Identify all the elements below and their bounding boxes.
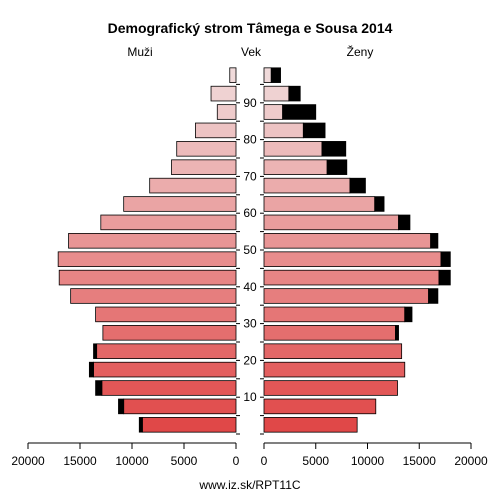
bar-male-40-44 [58,269,237,286]
bar-male-95+ [229,67,237,83]
bar-female-65-69 [263,177,351,194]
bar-male-55-59 [100,214,237,231]
x-tick-label-right: 5000 [302,454,329,468]
bar-female-excess-65-69 [349,177,366,194]
bar-male-85-89 [216,104,237,120]
bar-female-20-24 [263,343,403,359]
x-tick-label-right: 10000 [351,454,385,468]
bar-female-50-54 [263,233,432,249]
x-tick-label-left: 0 [233,454,240,468]
age-tick-label: 30 [243,317,257,331]
bar-female-35-39 [263,288,429,304]
x-tick-label-right: 0 [261,454,268,468]
chart-title: Demografický strom Tâmega e Sousa 2014 [108,20,393,36]
bar-female-excess-80-84 [302,122,326,139]
bar-male-35-39 [70,288,237,304]
bar-male-60-64 [123,196,237,212]
bar-male-75-79 [176,141,237,157]
bar-male-excess-15-19 [88,361,94,378]
bar-female-25-29 [263,325,396,341]
bar-female-70-74 [263,159,328,175]
bar-male-90-94 [210,85,237,102]
bar-female-75-79 [263,141,323,157]
bar-male-0-4 [141,417,237,433]
age-tick-label: 40 [243,280,257,294]
bar-male-65-69 [149,177,237,194]
bar-female-excess-50-54 [430,233,439,249]
x-tick-label-left: 15000 [63,454,97,468]
bar-female-95+ [263,67,272,83]
left-label: Muži [127,45,152,59]
age-tick-label: 60 [243,206,257,220]
plot-area: 10 20 30 40 50 60 70 80 90 0 0 5000 5000 10000 10000 15… [11,67,488,468]
bar-male-50-54 [68,233,237,249]
bar-female-45-49 [263,251,442,267]
bar-female-55-59 [263,214,399,231]
bar-female-excess-55-59 [398,214,411,231]
bar-male-45-49 [57,251,237,267]
bar-male-20-24 [96,343,237,359]
x-tick-label-right: 15000 [403,454,437,468]
age-tick-label: 20 [243,353,257,367]
bar-female-10-14 [263,380,398,396]
bar-female-excess-25-29 [395,325,399,341]
right-label: Ženy [347,44,374,59]
bar-female-40-44 [263,269,440,286]
bar-male-excess-5-9 [118,398,125,415]
bar-male-80-84 [195,122,237,139]
bar-female-excess-35-39 [428,288,439,304]
age-tick-label: 80 [243,133,257,147]
bar-female-excess-85-89 [282,104,317,120]
bar-female-excess-70-74 [326,159,348,175]
bar-female-15-19 [263,361,406,378]
bar-male-25-29 [102,325,237,341]
x-tick-label-right: 20000 [454,454,488,468]
age-tick-label: 90 [243,96,257,110]
bar-female-80-84 [263,122,304,139]
bar-female-excess-75-79 [321,141,347,157]
bar-female-5-9 [263,398,377,415]
bar-female-excess-95+ [270,67,281,83]
bar-female-excess-60-64 [374,196,385,212]
bar-male-excess-0-4 [138,417,143,433]
x-tick-label-left: 5000 [171,454,198,468]
bar-male-30-34 [95,306,237,323]
bar-female-excess-30-34 [404,306,413,323]
age-tick-label: 10 [243,390,257,404]
bar-male-10-14 [101,380,237,396]
bar-male-excess-10-14 [95,380,103,396]
bar-male-excess-20-24 [93,343,98,359]
age-tick-label: 70 [243,169,257,183]
bar-female-excess-90-94 [288,85,301,102]
footer-url: www.iz.sk/RPT11C [198,478,300,492]
center-label: Vek [241,45,262,59]
bar-male-70-74 [171,159,237,175]
bar-female-excess-45-49 [440,251,451,267]
age-tick-label: 50 [243,243,257,257]
x-tick-label-left: 10000 [115,454,149,468]
bar-female-85-89 [263,104,284,120]
bar-female-excess-40-44 [438,269,451,286]
bar-female-0-4 [263,417,358,433]
x-tick-label-left: 20000 [11,454,45,468]
bar-female-30-34 [263,306,406,323]
bar-male-5-9 [123,398,237,415]
bar-female-60-64 [263,196,376,212]
bar-male-15-19 [93,361,237,378]
bar-female-90-94 [263,85,290,102]
